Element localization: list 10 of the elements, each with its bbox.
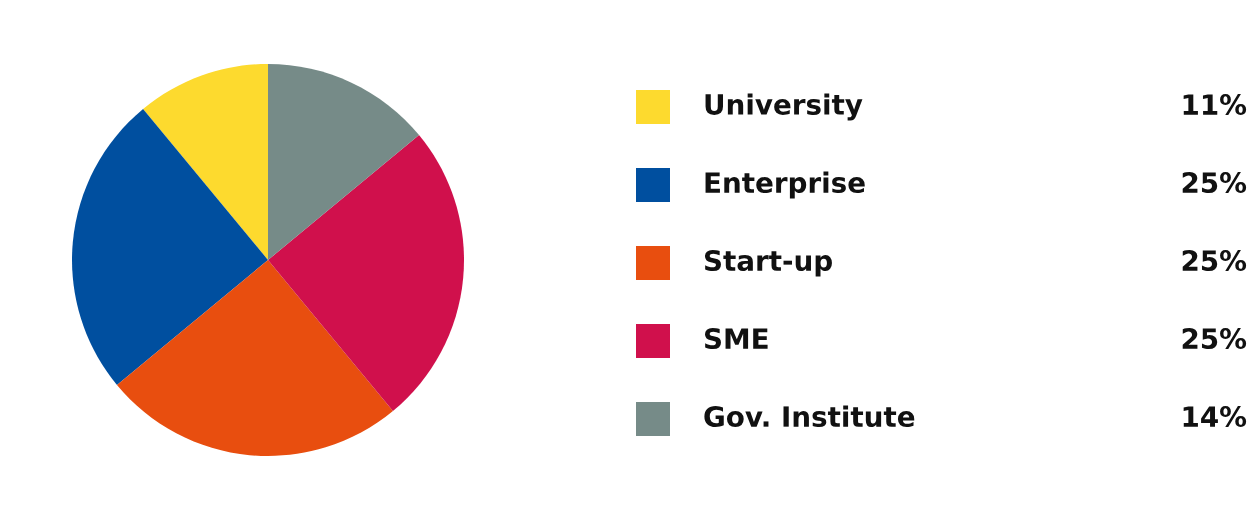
data-label: 25% xyxy=(1182,328,1247,350)
data-label: 25% xyxy=(1182,172,1247,194)
legend-label: SME xyxy=(704,328,768,350)
data-label: 14% xyxy=(1183,406,1247,428)
legend-label: Enterprise xyxy=(705,171,865,199)
legend-label: Start-up xyxy=(704,250,832,277)
data-label: 25% xyxy=(1182,250,1247,272)
legend-label: Gov. Institute xyxy=(704,405,915,428)
legend-label: University xyxy=(705,93,863,121)
data-label: 11% xyxy=(1183,94,1247,116)
